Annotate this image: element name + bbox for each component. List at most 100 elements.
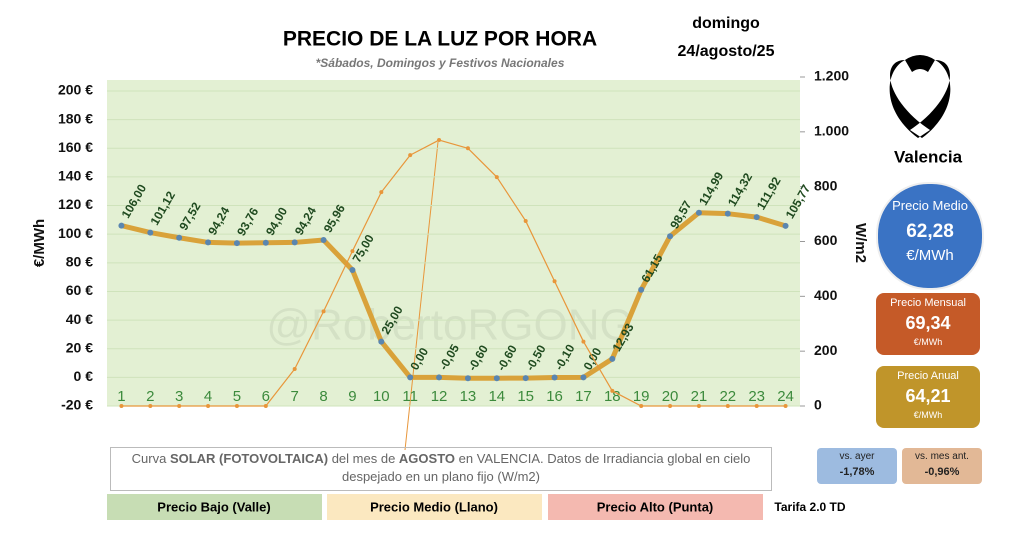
marker (320, 236, 327, 243)
marker (551, 374, 558, 381)
marker (148, 404, 153, 408)
marker (205, 239, 212, 246)
y-axis-label: €/MWh (31, 219, 48, 267)
marker (783, 404, 788, 408)
y2-tick-label: 1.200 (814, 68, 849, 84)
x-tick-label: 11 (402, 388, 418, 405)
x-tick-label: 13 (460, 388, 477, 405)
x-tick-label: 24 (777, 388, 794, 405)
marker (464, 375, 471, 382)
marker (321, 309, 326, 314)
marker (407, 374, 414, 381)
stat-value: -1,78% (839, 466, 875, 478)
note-text: en VALENCIA. Datos de Irradiancia global… (341, 451, 751, 484)
marker (292, 366, 297, 371)
stat-label: Precio Anual (897, 370, 959, 382)
stat-ayer: vs. ayer -1,78% (817, 448, 897, 484)
marker (696, 404, 701, 408)
y-tick-label: 40 € (66, 311, 93, 327)
marker (668, 404, 673, 408)
note-pointer (404, 141, 439, 451)
stat-label: vs. ayer (839, 451, 875, 462)
line (120, 210, 787, 381)
marker (638, 286, 645, 293)
y-tick-label: 140 € (58, 168, 93, 184)
marker (609, 355, 616, 362)
x-tick-label: 7 (291, 388, 299, 405)
marker (436, 374, 443, 381)
x-tick-label: 16 (546, 388, 563, 405)
marker (753, 214, 760, 221)
tariff: Tarifa 2.0 TD (774, 500, 845, 514)
note-text: SOLAR (FOTOVOLTAICA) (169, 451, 329, 466)
marker (437, 138, 442, 143)
x-tick-label: 8 (319, 388, 327, 405)
marker (234, 404, 239, 408)
stat-value: 64,21 (905, 386, 951, 406)
marker (581, 339, 586, 344)
marker (233, 240, 240, 247)
stat-unit: €/MWh (913, 410, 943, 420)
stat-medio: Precio Medio 62,28 €/MWh (876, 182, 984, 290)
marker (379, 190, 384, 195)
marker (552, 279, 557, 284)
x-tick-label: 5 (233, 388, 241, 405)
y-tick-label: 60 € (66, 282, 93, 298)
stat-mes: vs. mes ant. -0,96% (902, 448, 982, 484)
marker (147, 229, 154, 236)
marker (782, 222, 789, 229)
stat-value: 69,34 (905, 313, 951, 333)
marker (695, 209, 702, 216)
y-tick-label: 200 € (58, 82, 93, 98)
marker (176, 234, 183, 241)
stat-unit: €/MWh (906, 247, 954, 264)
stat-mensual: Precio Mensual 69,34 €/MWh (876, 293, 980, 355)
y-tick-label: -20 € (61, 397, 93, 413)
y-tick-label: 160 € (58, 139, 93, 155)
x-tick-label: 20 (662, 388, 679, 405)
legend-swatch (548, 494, 763, 520)
x-tick-label: 10 (373, 388, 390, 405)
date: 24/agosto/25 (678, 43, 775, 60)
stat-label: vs. mes ant. (915, 451, 969, 462)
y-tick-label: 120 € (58, 196, 93, 212)
y-tick-label: 80 € (66, 254, 93, 270)
chart-title: PRECIO DE LA LUZ POR HORA (283, 28, 597, 51)
y2-tick-label: 0 (814, 397, 822, 413)
note: Curva SOLAR (FOTOVOLTAICA) del mes de AG… (110, 447, 772, 491)
y-tick-label: 100 € (58, 225, 93, 241)
subtitle: *Sábados, Domingos y Festivos Nacionales (316, 56, 565, 70)
marker (119, 404, 124, 408)
city: Valencia (894, 147, 963, 166)
stat-anual: Precio Anual 64,21 €/MWh (876, 366, 980, 428)
marker (378, 338, 385, 345)
line (121, 139, 786, 407)
marker (118, 222, 125, 229)
y2-tick-label: 200 (814, 342, 838, 358)
marker (408, 153, 413, 158)
y-tick-label: 0 € (74, 368, 94, 384)
marker (262, 239, 269, 246)
stat-label: Precio Medio (892, 198, 968, 213)
marker (494, 175, 499, 180)
legend-label: Precio Alto (Punta) (597, 499, 714, 514)
marker (465, 146, 470, 151)
marker (177, 404, 182, 408)
marker (754, 404, 759, 408)
legend-swatch (327, 494, 542, 520)
legend-label: Precio Medio (Llano) (370, 499, 498, 514)
x-tick-label: 23 (748, 388, 765, 405)
y2-tick-label: 1.000 (814, 123, 849, 139)
note-text: AGOSTO (398, 451, 456, 466)
x-tick-label: 18 (604, 388, 621, 405)
x-tick-label: 15 (517, 388, 534, 405)
note-text: del mes de (328, 451, 399, 466)
marker (263, 404, 268, 408)
x-tick-label: 9 (348, 388, 356, 405)
day: domingo (692, 15, 760, 32)
x-tick-label: 4 (204, 388, 212, 405)
marker (580, 374, 587, 381)
legend-label: Precio Bajo (Valle) (157, 499, 270, 514)
y2-tick-label: 400 (814, 287, 838, 303)
